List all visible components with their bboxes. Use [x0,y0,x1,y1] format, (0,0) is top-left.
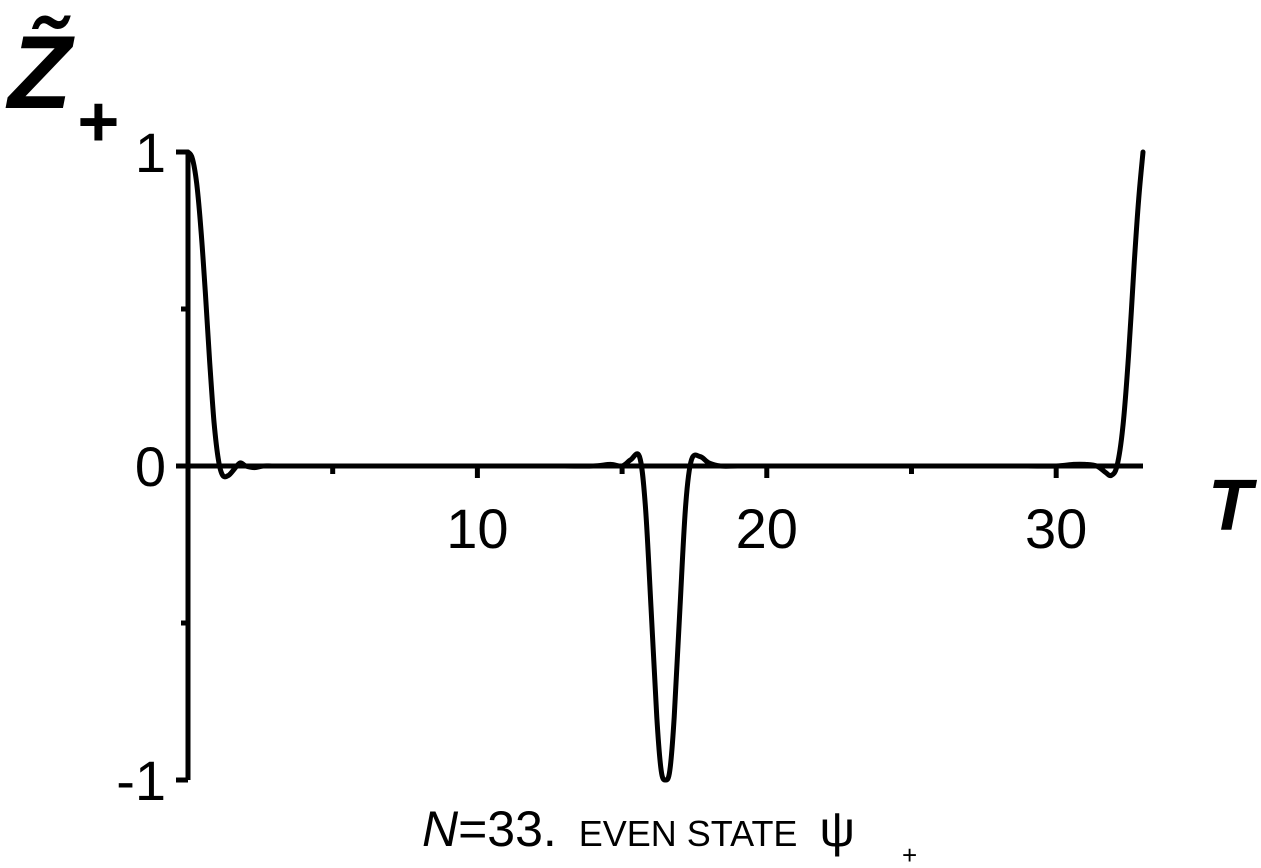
caption-n-value: =33. [458,801,557,857]
caption-psi: ψ [819,801,855,857]
x-tick-label: 10 [446,497,508,560]
caption: N=33. EVEN STATE ψ + [422,801,917,868]
y-tick-label: 1 [135,121,166,184]
y-axis-label-subscript: + [76,82,118,162]
x-tick-label: 30 [1025,497,1087,560]
x-axis-label: T [1208,466,1258,546]
y-tick-label: -1 [116,749,166,812]
y-tick-label: 0 [135,435,166,498]
caption-n-label: N [422,801,459,857]
series-line [185,149,1146,783]
y-axis-label: Z̃ [5,15,75,131]
caption-state-text: EVEN STATE [579,813,798,854]
x-tick-label: 20 [736,497,798,560]
svg-text:N=33. EVEN STATE ψ: N=33. EVEN STATE ψ [422,801,855,857]
caption-psi-subscript: + [902,840,917,868]
tick-labels: -1 0 1 10 20 30 [116,121,1087,812]
y-axis-title: Z̃ + [5,15,118,162]
